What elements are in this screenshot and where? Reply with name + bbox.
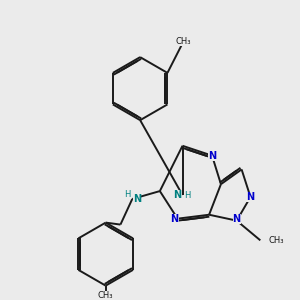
Text: H: H [124,190,130,199]
Text: N: N [208,151,216,160]
Text: N: N [232,214,241,224]
Text: N: N [246,192,254,202]
Text: N: N [173,190,181,200]
Text: CH₃: CH₃ [268,236,284,245]
Text: CH₃: CH₃ [98,291,113,300]
Text: N: N [171,214,179,224]
Text: N: N [133,194,141,204]
Text: CH₃: CH₃ [176,37,191,46]
Text: H: H [184,190,190,200]
